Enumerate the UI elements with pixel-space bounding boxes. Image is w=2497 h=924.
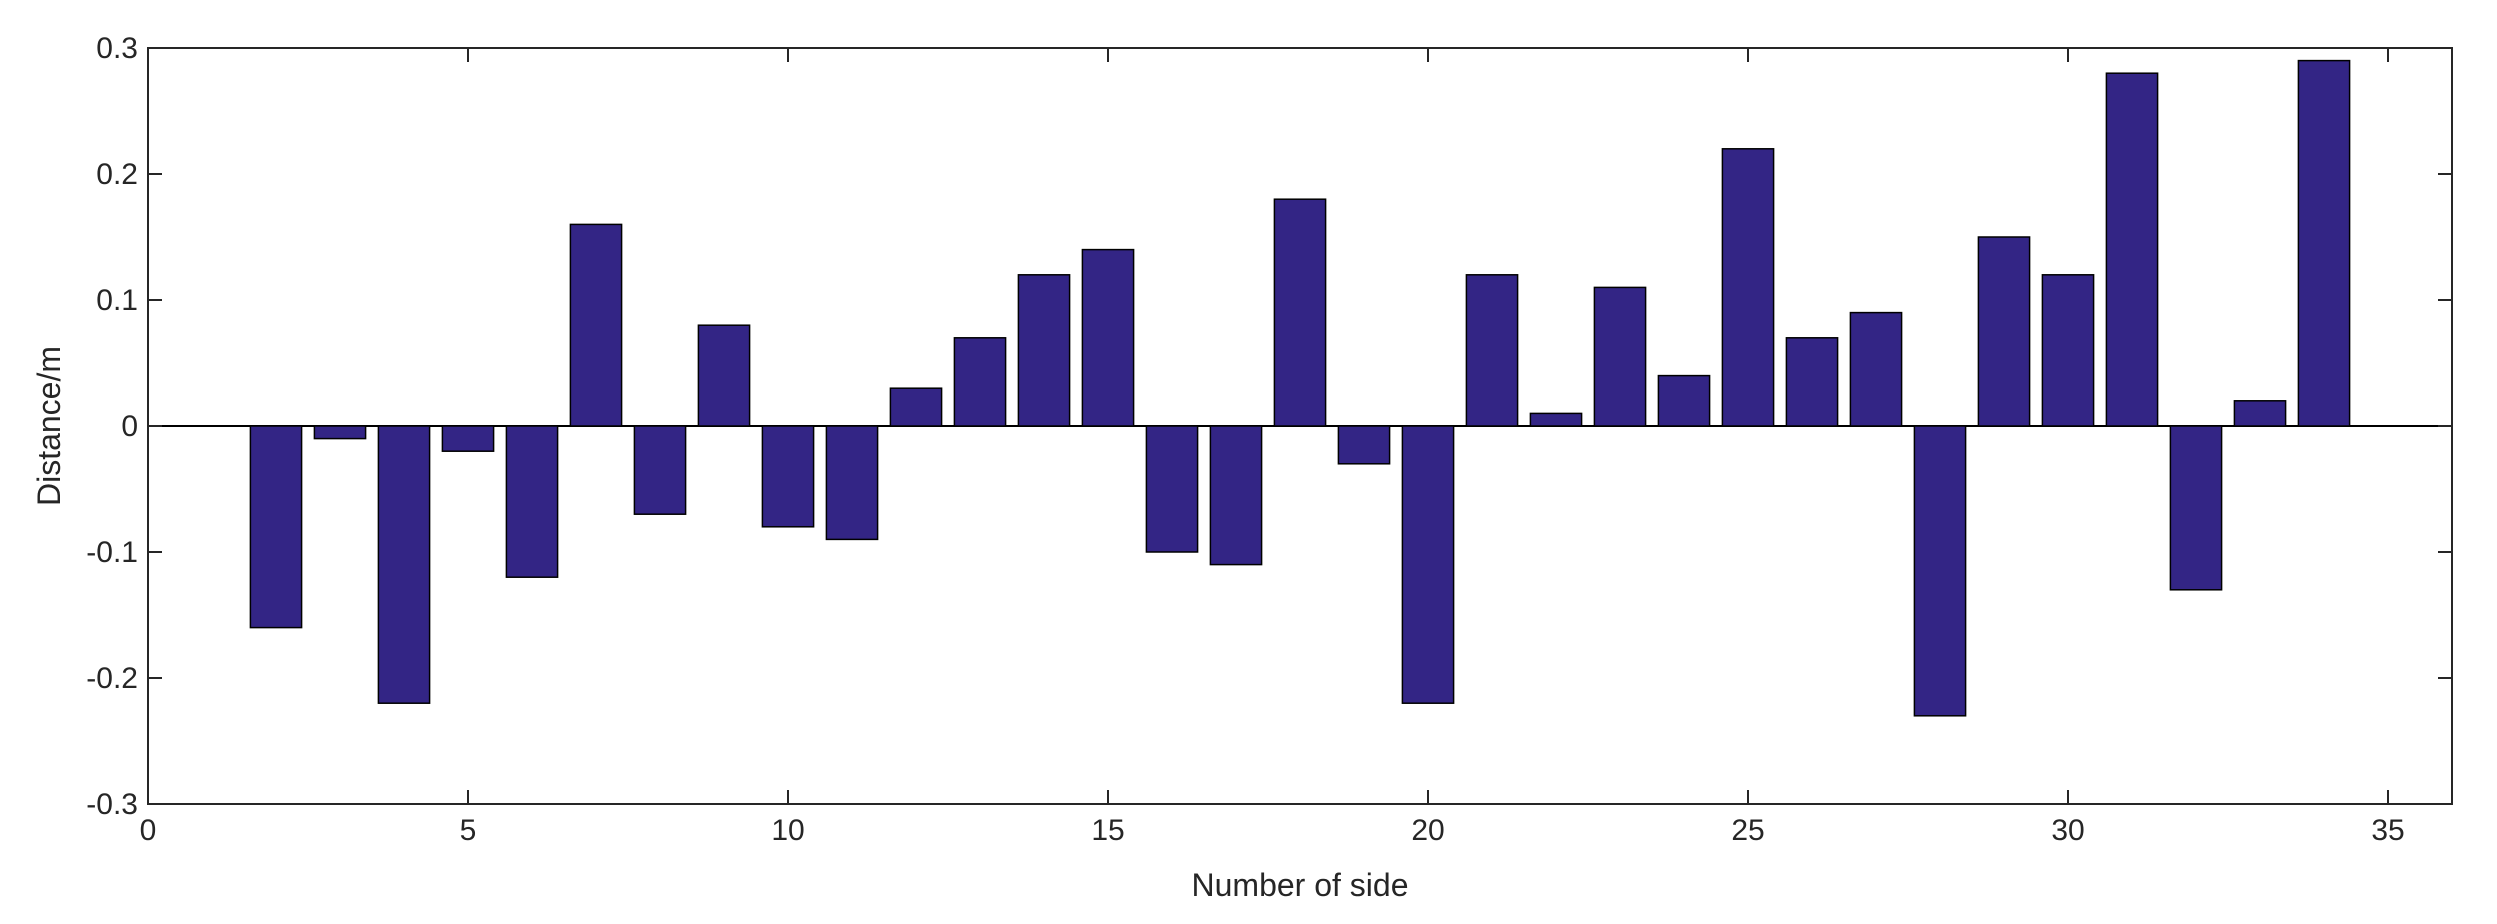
x-ticks: 0 5 10 15 20 25 30 35 xyxy=(140,48,2405,847)
bar xyxy=(1145,425,1199,553)
bar xyxy=(697,324,751,427)
bar xyxy=(889,387,943,427)
y-tick-label: 0 xyxy=(121,410,138,443)
bar xyxy=(1209,425,1263,566)
x-axis-label: Number of side xyxy=(1192,867,1409,903)
bar xyxy=(377,425,431,704)
y-tick-label: -0.2 xyxy=(86,662,138,695)
bars-group xyxy=(249,59,2351,717)
x-tick-label: 25 xyxy=(1731,814,1764,847)
y-tick-label: -0.3 xyxy=(86,788,138,821)
bar xyxy=(2233,400,2287,427)
bar xyxy=(2041,274,2095,427)
bar xyxy=(1081,248,1135,427)
x-tick-label: 0 xyxy=(140,814,157,847)
y-axis-label: Distance/m xyxy=(31,346,67,506)
bar xyxy=(761,425,815,528)
bar xyxy=(2105,72,2159,427)
y-tick-label: 0.2 xyxy=(96,158,138,191)
y-tick-label: -0.1 xyxy=(86,536,138,569)
x-tick-label: 5 xyxy=(460,814,477,847)
y-tick-label: 0.3 xyxy=(96,32,138,65)
bar xyxy=(1977,236,2031,427)
x-tick-label: 15 xyxy=(1091,814,1124,847)
bar xyxy=(441,425,495,452)
bar xyxy=(1785,337,1839,427)
x-tick-label: 30 xyxy=(2051,814,2084,847)
bar xyxy=(1273,198,1327,427)
bar xyxy=(505,425,559,578)
bar xyxy=(1337,425,1391,465)
bar xyxy=(2297,59,2351,427)
bar xyxy=(1529,412,1583,427)
bar xyxy=(633,425,687,515)
bar xyxy=(825,425,879,541)
x-tick-label: 10 xyxy=(771,814,804,847)
bar xyxy=(313,425,367,440)
bar xyxy=(1657,374,1711,427)
bar xyxy=(1593,286,1647,427)
bar xyxy=(1913,425,1967,717)
bar xyxy=(249,425,303,629)
y-ticks: 0.3 0.2 0.1 0 -0.1 -0.2 -0.3 xyxy=(86,32,2452,821)
x-tick-label: 35 xyxy=(2371,814,2404,847)
bar xyxy=(1721,148,1775,427)
bar xyxy=(1465,274,1519,427)
bar xyxy=(2169,425,2223,591)
bar xyxy=(569,223,623,427)
bar xyxy=(1401,425,1455,704)
bar xyxy=(1017,274,1071,427)
bar xyxy=(953,337,1007,427)
bar xyxy=(1849,311,1903,427)
x-tick-label: 20 xyxy=(1411,814,1444,847)
y-tick-label: 0.1 xyxy=(96,284,138,317)
